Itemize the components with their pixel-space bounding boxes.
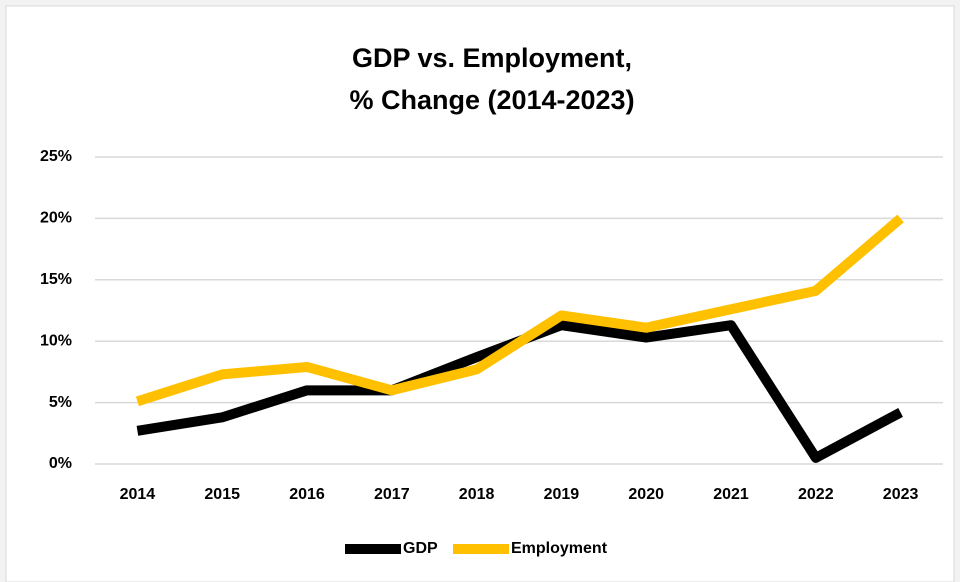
- y-tick-label: 0%: [49, 455, 72, 472]
- x-tick-label: 2015: [204, 486, 240, 503]
- legend-label: Employment: [511, 540, 608, 557]
- x-tick-label: 2023: [883, 486, 919, 503]
- x-tick-label: 2016: [289, 486, 325, 503]
- y-tick-label: 20%: [40, 210, 72, 227]
- x-tick-label: 2017: [374, 486, 410, 503]
- x-tick-label: 2014: [120, 486, 156, 503]
- y-tick-label: 10%: [40, 332, 72, 349]
- legend-label: GDP: [403, 540, 438, 557]
- chart-title: % Change (2014-2023): [349, 85, 634, 115]
- x-tick-label: 2021: [713, 486, 749, 503]
- line-series: [135, 214, 904, 407]
- x-tick-label: 2020: [628, 486, 664, 503]
- x-tick-label: 2018: [459, 486, 495, 503]
- y-tick-label: 25%: [40, 148, 72, 165]
- chart-title: GDP vs. Employment,: [352, 43, 632, 73]
- x-tick-label: 2019: [544, 486, 580, 503]
- y-tick-label: 5%: [49, 394, 72, 411]
- x-tick-label: 2022: [798, 486, 834, 503]
- y-tick-label: 15%: [40, 271, 72, 288]
